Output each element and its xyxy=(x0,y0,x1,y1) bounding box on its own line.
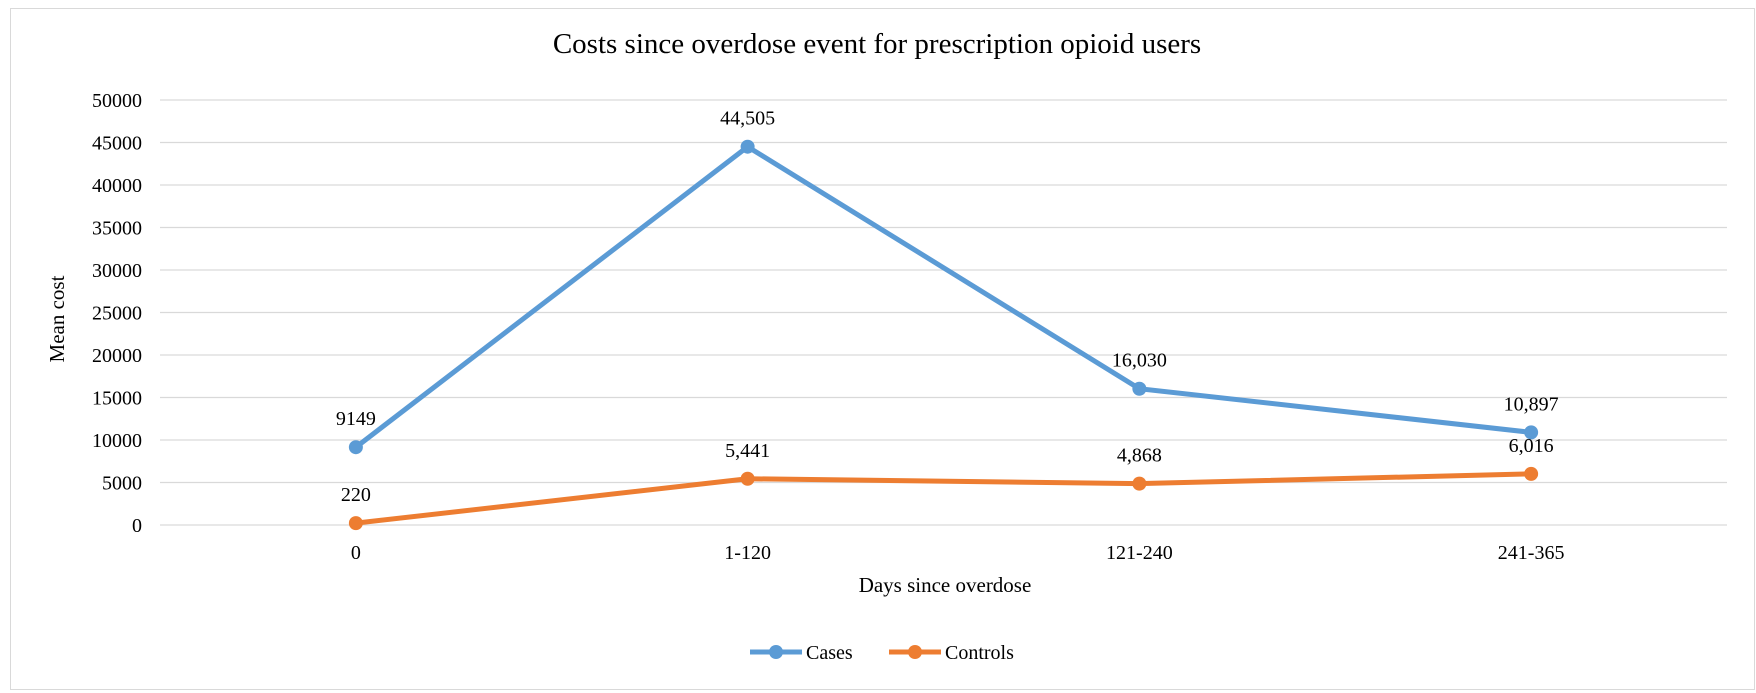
y-axis-ticks: 0 5000 10000 15000 20000 25000 30000 35000 40000… xyxy=(92,90,142,537)
cases-series-line xyxy=(353,144,1534,450)
controls-legend-marker xyxy=(908,645,922,659)
controls-data-point xyxy=(740,471,755,486)
x-tick-label: 1-120 xyxy=(724,542,771,564)
y-tick-label: 25000 xyxy=(92,303,142,325)
controls-data-label: 4,868 xyxy=(1117,445,1162,467)
cases-data-label: 16,030 xyxy=(1112,350,1167,372)
controls-data-point xyxy=(348,516,363,531)
y-tick-label: 40000 xyxy=(92,175,142,197)
y-axis-label: Mean cost xyxy=(45,275,69,362)
cases-data-point xyxy=(1132,381,1147,396)
cases-data-point xyxy=(348,440,363,455)
y-tick-label: 35000 xyxy=(92,218,142,240)
cases-data-label: 10,897 xyxy=(1504,393,1559,415)
legend: Cases Controls xyxy=(750,642,1014,664)
series-layer xyxy=(348,139,1539,531)
cases-data-point xyxy=(740,139,755,154)
cases-data-point xyxy=(1524,425,1539,440)
data-labels-layer: 9149 44,505 16,030 10,897 220 5,441 4,868 6,016 xyxy=(336,108,1559,506)
y-tick-label: 10000 xyxy=(92,430,142,452)
x-tick-label: 0 xyxy=(351,542,361,564)
chart-frame xyxy=(10,8,1755,690)
controls-data-label: 5,441 xyxy=(725,440,770,462)
x-axis-label: Days since overdose xyxy=(859,573,1032,597)
y-tick-label: 45000 xyxy=(92,133,142,155)
y-tick-label: 30000 xyxy=(92,260,142,282)
cases-legend-label: Cases xyxy=(806,642,853,664)
cases-legend-marker xyxy=(769,645,783,659)
y-tick-label: 50000 xyxy=(92,90,142,112)
y-tick-label: 0 xyxy=(132,515,142,537)
chart-title: Costs since overdose event for prescript… xyxy=(553,28,1201,60)
cases-data-label: 9149 xyxy=(336,408,376,430)
controls-data-point xyxy=(1524,466,1539,481)
controls-data-label: 6,016 xyxy=(1509,435,1554,457)
controls-series-line xyxy=(353,471,1534,526)
controls-data-label: 220 xyxy=(341,484,371,506)
y-tick-label: 20000 xyxy=(92,345,142,367)
gridlines xyxy=(160,99,1727,526)
x-tick-label: 121-240 xyxy=(1106,542,1173,564)
y-tick-label: 5000 xyxy=(102,473,142,495)
x-tick-label: 241-365 xyxy=(1498,542,1565,564)
x-axis-ticks: 0 1-120 121-240 241-365 xyxy=(351,542,1565,564)
controls-data-point xyxy=(1132,476,1147,491)
controls-legend-label: Controls xyxy=(945,642,1014,664)
y-tick-label: 15000 xyxy=(92,388,142,410)
cases-data-label: 44,505 xyxy=(720,108,775,130)
